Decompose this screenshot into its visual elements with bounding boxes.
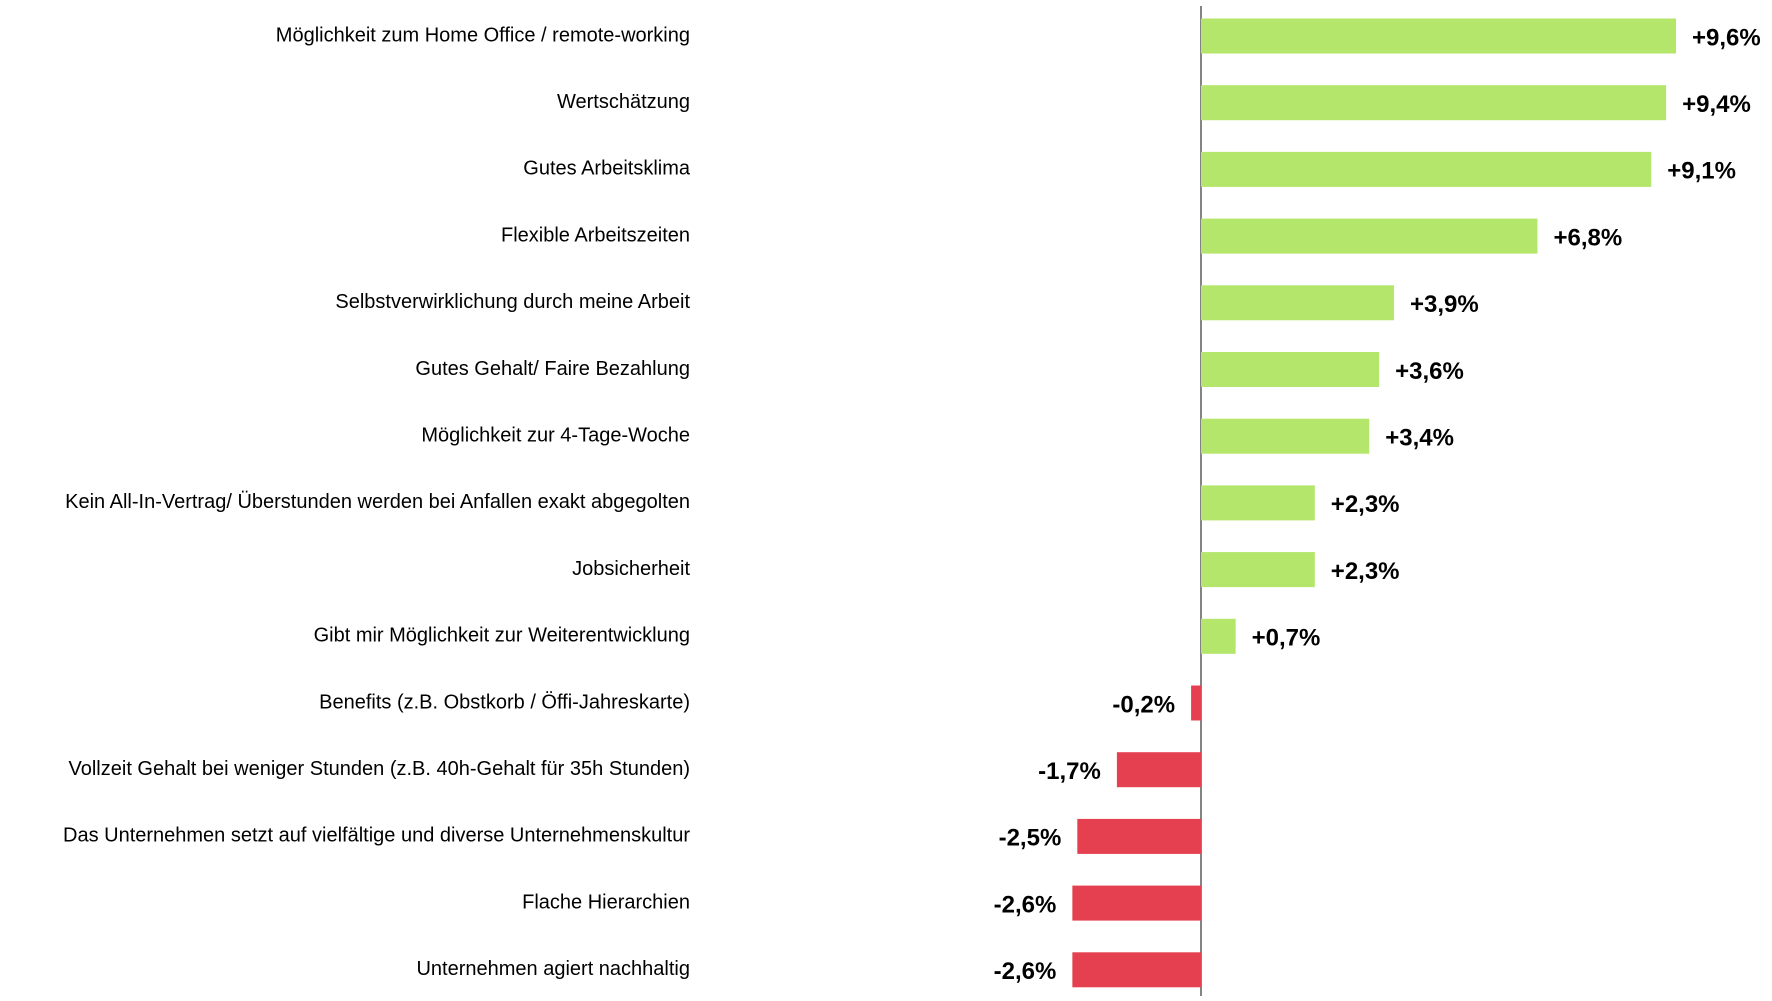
value-label: +9,6% [1692,24,1761,51]
bar [1191,685,1201,721]
bar [1072,952,1201,988]
value-label: +3,6% [1395,358,1464,385]
value-label: +9,4% [1682,91,1751,118]
category-label: Vollzeit Gehalt bei weniger Stunden (z.B… [69,758,691,780]
value-label: -2,6% [994,958,1057,985]
bar [1116,752,1201,788]
category-label: Selbstverwirklichung durch meine Arbeit [335,291,690,313]
bar [1201,418,1370,454]
value-label: -1,7% [1038,758,1101,785]
value-label: +9,1% [1667,158,1736,185]
category-label: Kein All-In-Vertrag/ Überstunden werden … [65,491,690,513]
category-label: Flache Hierarchien [522,891,690,913]
bar [1201,618,1236,654]
bar [1201,352,1380,387]
bar [1201,85,1667,121]
value-label: -0,2% [1112,691,1175,718]
category-label: Gutes Gehalt/ Faire Bezahlung [415,358,690,380]
bar [1201,552,1315,588]
category-label: Unternehmen agiert nachhaltig [416,958,690,980]
value-label: -2,6% [994,891,1057,918]
bar [1201,151,1652,187]
bar [1201,285,1394,321]
bar [1201,18,1676,54]
category-label: Jobsicherheit [572,558,690,580]
category-label: Das Unternehmen setzt auf vielfältige un… [63,825,690,847]
value-label: +6,8% [1553,224,1622,251]
bar [1201,218,1538,254]
value-label: +0,7% [1252,625,1321,652]
value-label: +3,4% [1385,425,1454,452]
bar [1072,885,1201,921]
category-label: Wertschätzung [557,91,690,113]
value-label: +2,3% [1331,558,1400,585]
value-label: -2,5% [999,825,1062,852]
bar [1077,818,1201,854]
category-label: Möglichkeit zum Home Office / remote-wor… [276,24,690,46]
category-label: Benefits (z.B. Obstkorb / Öffi-Jahreskar… [319,691,690,713]
category-label: Flexible Arbeitszeiten [501,224,690,246]
category-label: Gutes Arbeitsklima [523,158,691,180]
category-label: Gibt mir Möglichkeit zur Weiterentwicklu… [314,625,690,647]
value-label: +3,9% [1410,291,1479,318]
value-label: +2,3% [1331,491,1400,518]
category-label: Möglichkeit zur 4-Tage-Woche [421,424,690,446]
bar [1201,485,1315,521]
